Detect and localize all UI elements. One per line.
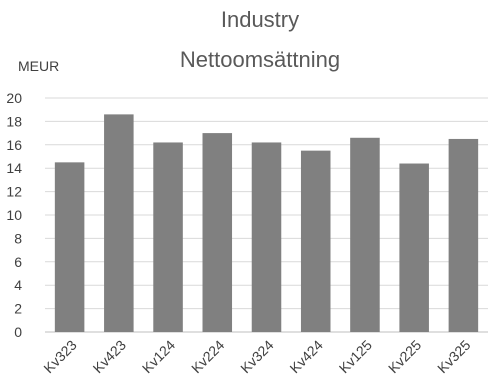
x-tick-label: Kv423 [90, 337, 130, 377]
y-tick-label: 6 [14, 254, 22, 270]
bar-kv323 [55, 162, 85, 332]
y-tick-label: 8 [14, 230, 22, 246]
y-tick-label: 4 [14, 277, 22, 293]
y-tick-label: 14 [6, 160, 22, 176]
bar-kv423 [104, 114, 134, 332]
y-tick-label: 20 [6, 90, 22, 106]
x-tick-label: Kv225 [385, 337, 425, 377]
bar-kv224 [203, 133, 233, 332]
x-tick-label: Kv125 [336, 337, 376, 377]
x-tick-label: Kv224 [188, 337, 228, 377]
x-tick-label: Kv424 [286, 337, 326, 377]
bar-kv324 [252, 142, 282, 332]
bar-kv424 [301, 151, 331, 332]
y-tick-label: 12 [6, 184, 22, 200]
x-tick-label: Kv325 [434, 337, 474, 377]
bar-kv124 [153, 142, 183, 332]
y-tick-label: 2 [14, 301, 22, 317]
bar-kv325 [449, 139, 479, 332]
bar-kv225 [399, 164, 429, 332]
y-tick-label: 18 [6, 113, 22, 129]
y-tick-label: 0 [14, 324, 22, 340]
x-tick-label: Kv323 [40, 337, 80, 377]
x-tick-label: Kv124 [139, 337, 179, 377]
y-tick-label: 16 [6, 137, 22, 153]
x-tick-label: Kv324 [237, 337, 277, 377]
y-tick-label: 10 [6, 207, 22, 223]
bar-kv125 [350, 138, 380, 332]
